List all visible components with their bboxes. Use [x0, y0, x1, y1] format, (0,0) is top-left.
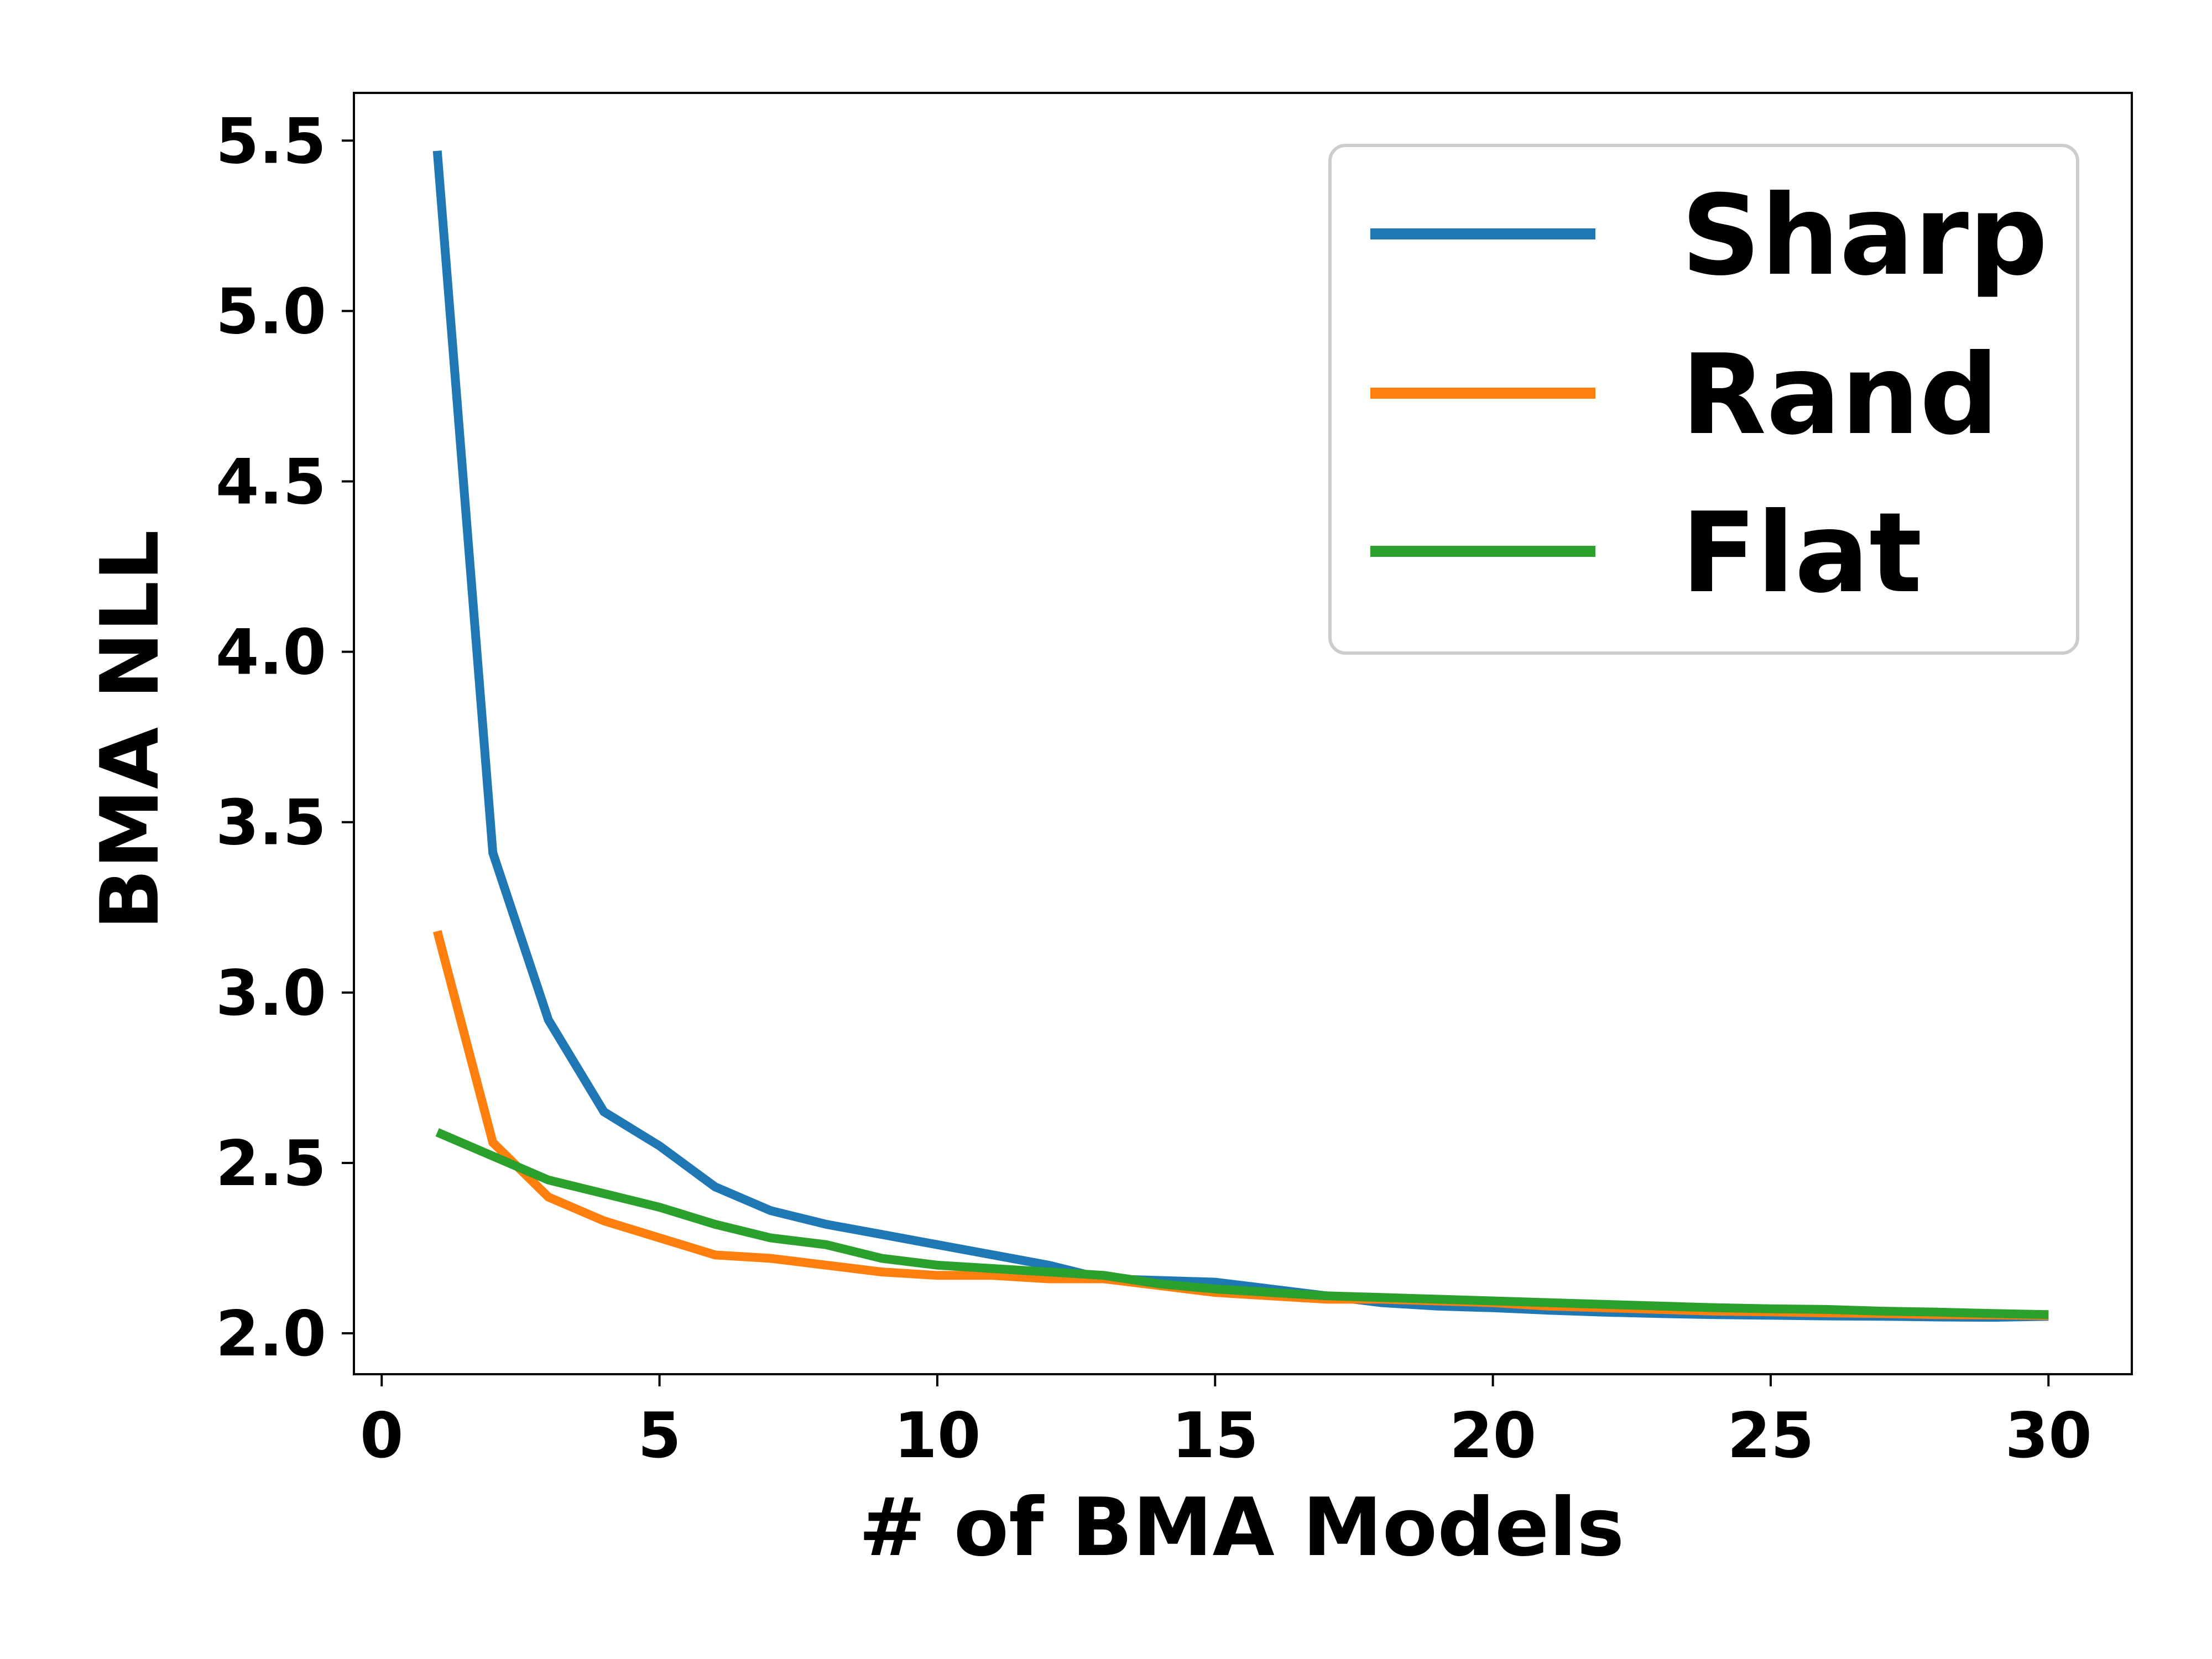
- plot-frame: [353, 92, 2133, 1375]
- y-tick-label: 4.0: [216, 616, 326, 689]
- y-tick-label: 3.0: [216, 957, 326, 1030]
- x-tick-label: 10: [894, 1399, 980, 1472]
- x-tick-label: 15: [1172, 1399, 1259, 1472]
- y-tick-label: 5.5: [216, 105, 326, 178]
- x-tick-label: 25: [1727, 1399, 1814, 1472]
- legend-label-flat: Flat: [1681, 489, 1922, 618]
- x-tick-label: 30: [2005, 1399, 2092, 1472]
- x-tick-label: 20: [1449, 1399, 1536, 1472]
- x-axis-label: # of BMA Models: [859, 1481, 1625, 1574]
- x-tick-label: 5: [638, 1399, 681, 1472]
- y-tick-label: 4.5: [216, 445, 326, 518]
- legend-frame: [1328, 144, 2079, 655]
- x-axis-ticks: 0 5 10 15 20 25 30: [360, 1374, 2092, 1472]
- y-tick-label: 2.5: [216, 1127, 326, 1200]
- y-axis-ticks: 2.0 2.5 3.0 3.5 4.0 4.5 5.0 5.5: [216, 105, 354, 1370]
- x-tick-label: 0: [360, 1399, 404, 1472]
- y-tick-label: 5.0: [216, 275, 326, 348]
- series-layer: [432, 150, 2049, 1322]
- legend-label-sharp: Sharp: [1681, 171, 2048, 300]
- legend: Sharp Rand Flat: [1328, 144, 2079, 655]
- y-axis-label: BMA NLL: [84, 530, 177, 930]
- series-line-flat: [435, 1128, 2049, 1319]
- legend-label-rand: Rand: [1681, 331, 1999, 460]
- y-tick-label: 3.5: [216, 786, 326, 859]
- y-tick-label: 2.0: [216, 1297, 326, 1370]
